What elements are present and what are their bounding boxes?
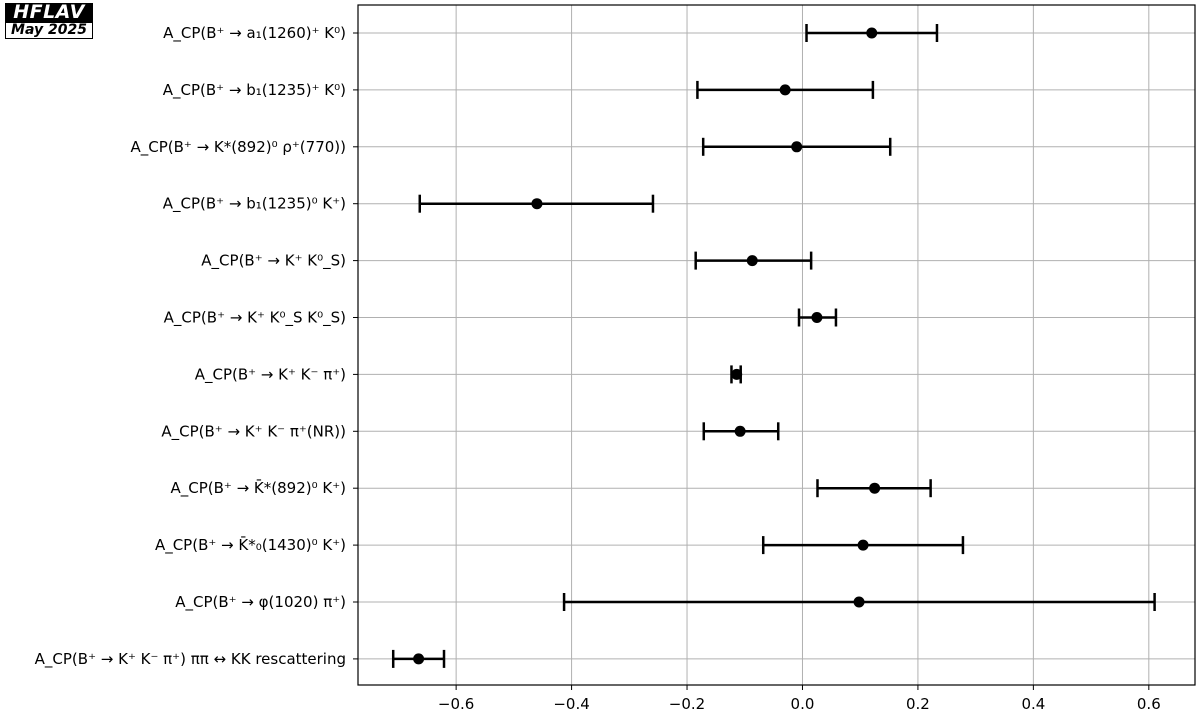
category-label: A_CP(B⁺ → K⁺ K⁻ π⁺) ππ ↔ KK rescattering xyxy=(35,650,346,669)
x-tick-label: 0.6 xyxy=(1137,695,1161,713)
x-tick-label: 0.2 xyxy=(906,695,930,713)
data-point xyxy=(731,368,743,380)
category-label: A_CP(B⁺ → K⁺ K⁻ π⁺) xyxy=(195,365,346,384)
data-point xyxy=(734,425,746,437)
data-point xyxy=(857,539,869,551)
data-point xyxy=(811,312,823,323)
data-point xyxy=(791,141,803,153)
category-label: A_CP(B⁺ → K⁺ K⁰_S) xyxy=(201,252,346,271)
x-tick-label: −0.6 xyxy=(438,695,474,713)
category-labels: A_CP(B⁺ → a₁(1260)⁺ K⁰) A_CP(B⁺ → b₁(1235… xyxy=(35,24,358,669)
category-label: A_CP(B⁺ → b₁(1235)⁺ K⁰) xyxy=(163,81,346,100)
error-bars xyxy=(391,24,1156,668)
plot-frame xyxy=(357,4,1196,686)
x-ticks: −0.6 −0.4 −0.2 0.0 0.2 0.4 0.6 xyxy=(438,685,1161,713)
hflav-logo: HFLAV May 2025 xyxy=(5,3,93,39)
data-point xyxy=(779,84,791,96)
data-point xyxy=(413,653,425,665)
data-point xyxy=(866,27,878,39)
data-point xyxy=(531,198,543,210)
category-label: A_CP(B⁺ → K̄*(892)⁰ K⁺) xyxy=(170,478,346,498)
category-label: A_CP(B⁺ → b₁(1235)⁰ K⁺) xyxy=(163,195,346,214)
x-tick-label: −0.4 xyxy=(553,695,589,713)
x-tick-label: −0.2 xyxy=(669,695,705,713)
plot-background xyxy=(358,5,1195,685)
logo-title: HFLAV xyxy=(5,3,93,22)
category-label: A_CP(B⁺ → a₁(1260)⁺ K⁰) xyxy=(163,24,346,43)
data-point xyxy=(869,482,881,494)
category-label: A_CP(B⁺ → K̄*₀(1430)⁰ K⁺) xyxy=(155,535,346,555)
category-label: A_CP(B⁺ → K*(892)⁰ ρ⁺(770)) xyxy=(130,138,346,157)
data-point xyxy=(853,596,865,608)
category-label: A_CP(B⁺ → K⁺ K⁻ π⁺(NR)) xyxy=(161,422,346,441)
logo-date: May 2025 xyxy=(5,22,93,39)
data-point xyxy=(746,255,758,267)
x-tick-label: 0.4 xyxy=(1021,695,1045,713)
category-label: A_CP(B⁺ → K⁺ K⁰_S K⁰_S) xyxy=(164,309,346,328)
x-tick-label: 0.0 xyxy=(791,695,815,713)
category-label: A_CP(B⁺ → φ(1020) π⁺) xyxy=(175,593,346,612)
